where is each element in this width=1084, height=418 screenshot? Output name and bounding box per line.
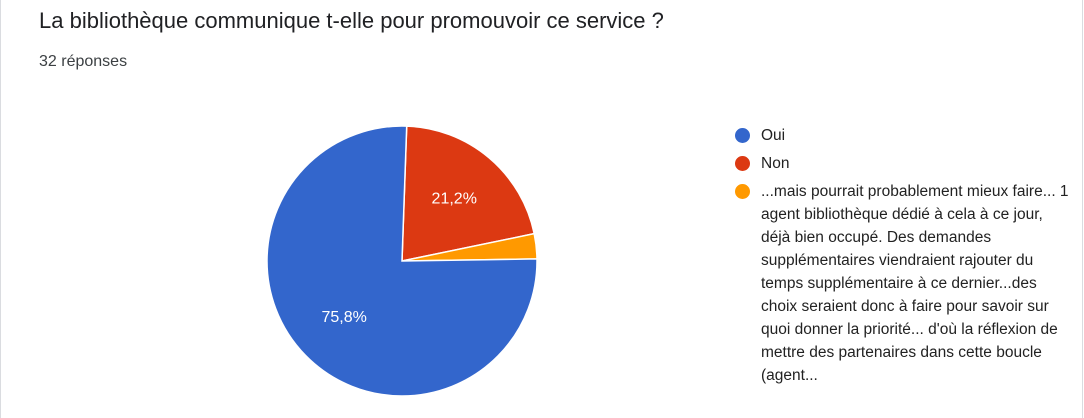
legend-label-oui: Oui [761, 127, 786, 144]
legend-label-other: ...mais pourrait probablement mieux fair… [761, 183, 1069, 384]
slice-label-oui: 75,8% [321, 309, 366, 326]
legend-item-other[interactable]: ...mais pourrait probablement mieux fair… [735, 180, 1075, 387]
pie-slice-oui[interactable] [266, 125, 538, 397]
legend-swatch-non [735, 156, 750, 171]
slice-label-non: 21,2% [432, 190, 477, 207]
legend-swatch-oui [735, 128, 750, 143]
legend-swatch-other [735, 184, 750, 199]
pie-slice-non[interactable] [401, 125, 536, 262]
response-count: 32 réponses [39, 53, 128, 70]
question-title: La bibliothèque communique t-elle pour p… [39, 8, 664, 33]
chart-legend: Oui Non ...mais pourrait probablement mi… [735, 124, 1075, 392]
legend-item-oui[interactable]: Oui [735, 124, 1075, 147]
legend-label-non: Non [761, 155, 790, 172]
legend-item-non[interactable]: Non [735, 152, 1075, 175]
